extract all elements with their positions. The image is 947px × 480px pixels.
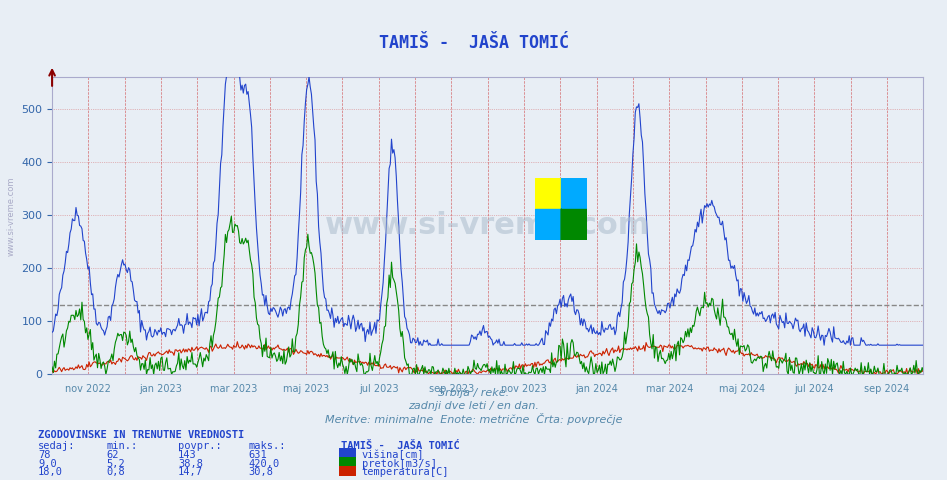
Text: 143: 143 (178, 450, 197, 460)
Polygon shape (561, 209, 587, 240)
Text: 62: 62 (106, 450, 118, 460)
Text: 631: 631 (248, 450, 267, 460)
Text: Meritve: minimalne  Enote: metrične  Črta: povprečje: Meritve: minimalne Enote: metrične Črta:… (325, 413, 622, 425)
Text: 0,8: 0,8 (106, 467, 125, 477)
Text: maks.:: maks.: (248, 441, 286, 451)
Text: 420,0: 420,0 (248, 458, 279, 468)
Text: 30,8: 30,8 (248, 467, 273, 477)
Text: www.si-vreme.com: www.si-vreme.com (325, 211, 651, 240)
Text: višina[cm]: višina[cm] (362, 449, 424, 460)
Polygon shape (561, 178, 587, 209)
Text: sedaj:: sedaj: (38, 441, 76, 451)
Polygon shape (535, 178, 561, 209)
Polygon shape (561, 209, 587, 240)
Text: Srbija / reke.: Srbija / reke. (438, 388, 509, 398)
Text: 9,0: 9,0 (38, 458, 57, 468)
Text: TAMIŠ -  JAŠA TOMIĆ: TAMIŠ - JAŠA TOMIĆ (341, 441, 459, 451)
Text: www.si-vreme.com: www.si-vreme.com (7, 176, 16, 256)
Text: min.:: min.: (106, 441, 137, 451)
Text: 18,0: 18,0 (38, 467, 63, 477)
Polygon shape (535, 209, 561, 240)
Text: zadnji dve leti / en dan.: zadnji dve leti / en dan. (408, 401, 539, 411)
Text: ZGODOVINSKE IN TRENUTNE VREDNOSTI: ZGODOVINSKE IN TRENUTNE VREDNOSTI (38, 430, 244, 440)
Text: temperatura[C]: temperatura[C] (362, 467, 449, 477)
Text: 38,8: 38,8 (178, 458, 203, 468)
Text: 14,7: 14,7 (178, 467, 203, 477)
Text: 78: 78 (38, 450, 50, 460)
Text: pretok[m3/s]: pretok[m3/s] (362, 458, 437, 468)
Text: TAMIŠ -  JAŠA TOMIĆ: TAMIŠ - JAŠA TOMIĆ (379, 34, 568, 52)
Text: 5,2: 5,2 (106, 458, 125, 468)
Text: povpr.:: povpr.: (178, 441, 222, 451)
